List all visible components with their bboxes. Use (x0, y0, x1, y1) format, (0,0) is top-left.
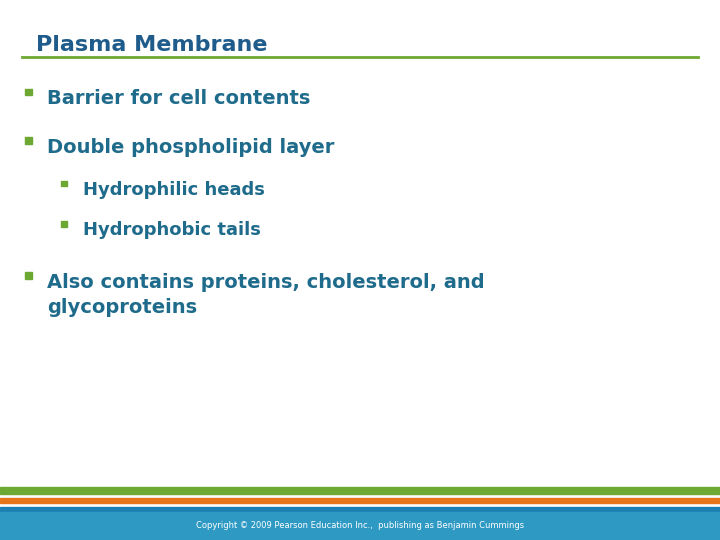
Bar (0, 512, 720, 540)
Bar (61, 181, 67, 186)
Text: Hydrophobic tails: Hydrophobic tails (83, 221, 261, 239)
Text: Copyright © 2009 Pearson Education Inc.,  publishing as Benjamin Cummings: Copyright © 2009 Pearson Education Inc.,… (196, 522, 524, 530)
Bar (25, 137, 32, 144)
Text: Barrier for cell contents: Barrier for cell contents (47, 89, 310, 108)
Bar (61, 221, 67, 227)
Text: Also contains proteins, cholesterol, and
glycoproteins: Also contains proteins, cholesterol, and… (47, 273, 485, 316)
Bar (25, 272, 32, 279)
Text: Hydrophilic heads: Hydrophilic heads (83, 181, 265, 199)
Bar (0, 507, 720, 512)
Text: Double phospholipid layer: Double phospholipid layer (47, 138, 334, 157)
Bar (0, 498, 720, 503)
Bar (25, 89, 32, 95)
Text: Plasma Membrane: Plasma Membrane (36, 35, 268, 55)
Bar (0, 487, 720, 494)
